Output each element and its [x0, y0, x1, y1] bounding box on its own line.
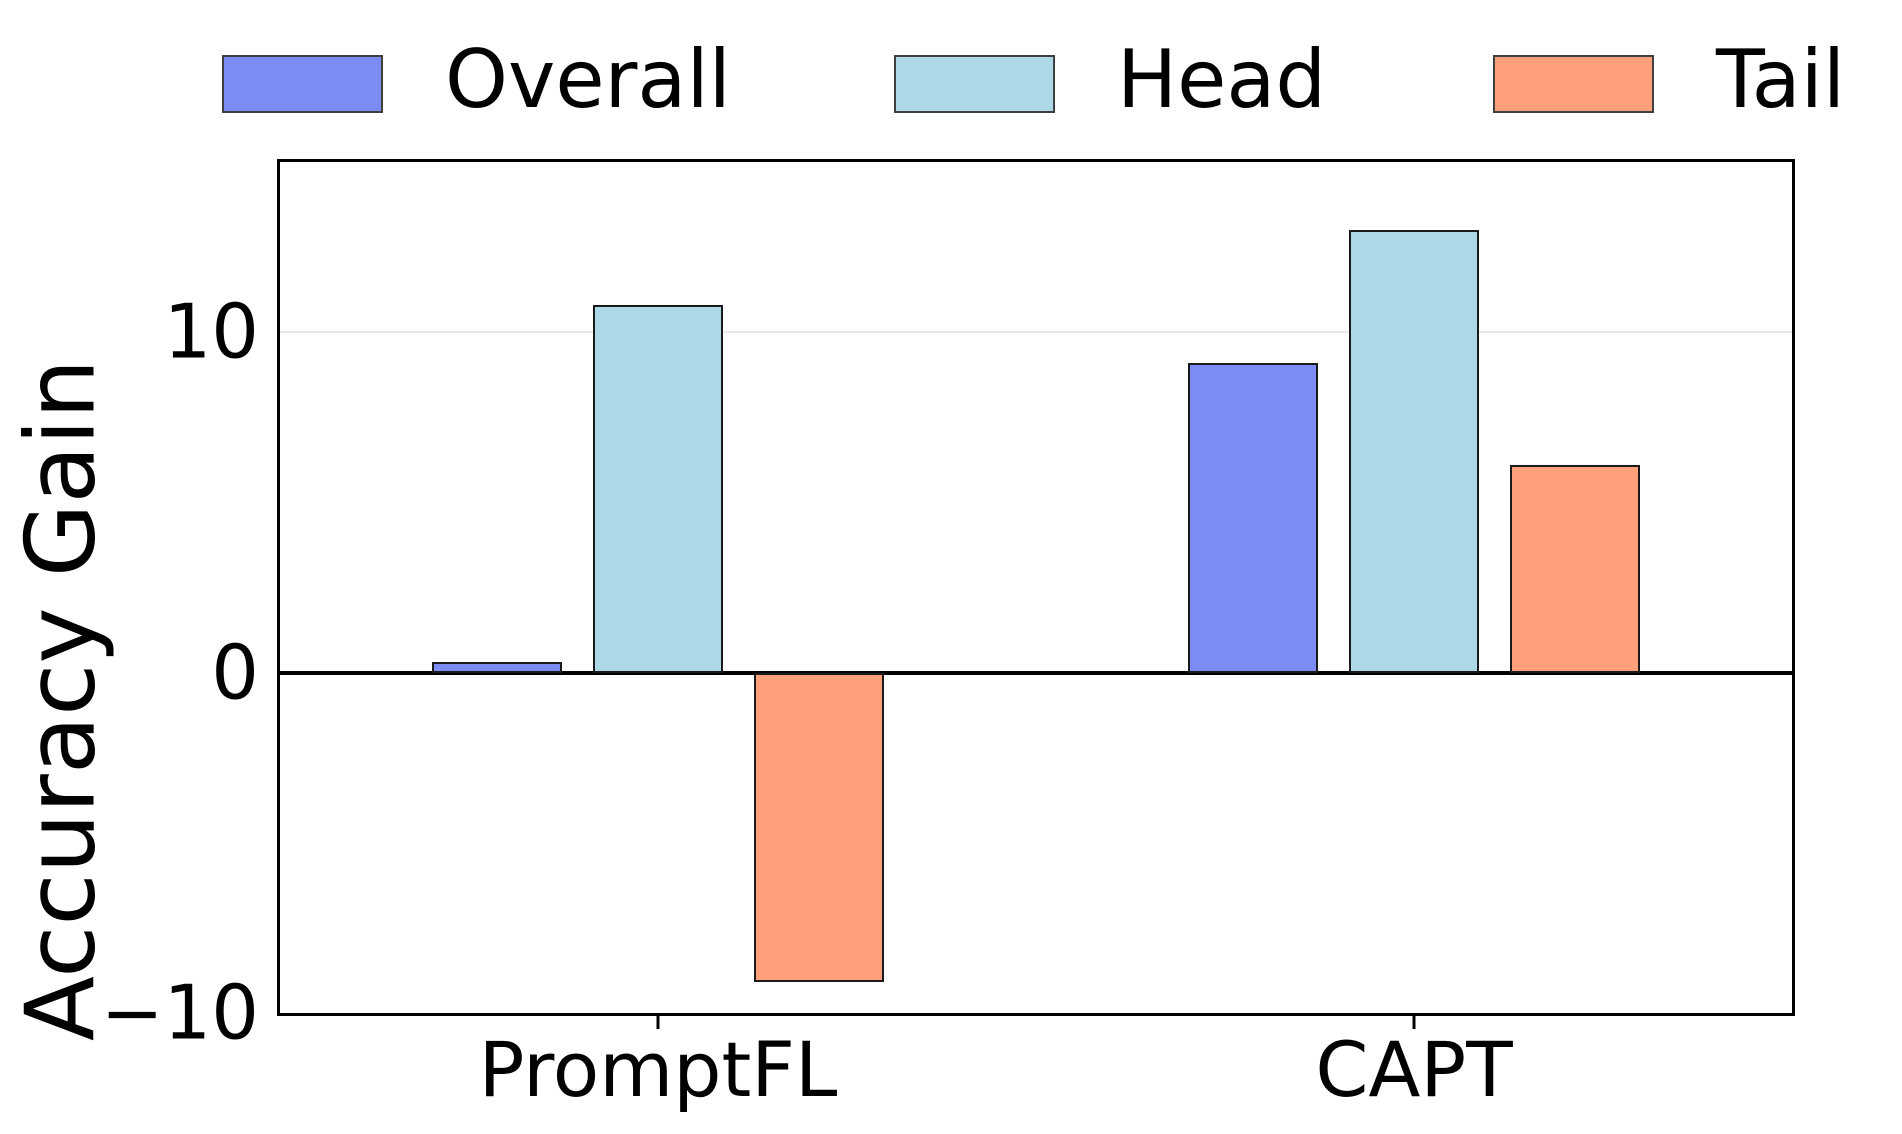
bar-capt-head	[1349, 230, 1479, 673]
bar-promptfl-head	[593, 304, 723, 673]
bar-promptfl-overall	[432, 662, 562, 673]
xtick-mark-capt	[1412, 1016, 1416, 1029]
xtick-mark-promptfl	[656, 1016, 660, 1029]
zero-line	[280, 670, 1792, 675]
legend-item-head: Head	[894, 40, 1326, 120]
xtick-label-capt: CAPT	[1315, 1025, 1513, 1114]
bar-capt-tail	[1510, 464, 1640, 673]
bar-promptfl-tail	[754, 672, 884, 983]
bar-capt-overall	[1188, 362, 1318, 673]
gridline-y10	[280, 331, 1792, 334]
legend-label-head: Head	[1117, 33, 1327, 126]
ytick-label-10: 10	[163, 287, 259, 376]
legend-item-overall: Overall	[222, 40, 731, 120]
legend-swatch-head	[894, 55, 1055, 113]
ytick-label--10: −10	[100, 968, 259, 1057]
legend-label-tail: Tail	[1716, 33, 1846, 126]
xtick-label-promptfl: PromptFL	[478, 1025, 838, 1114]
y-axis-label: Accuracy Gain	[6, 358, 117, 1042]
legend-swatch-tail	[1493, 55, 1654, 113]
legend-item-tail: Tail	[1493, 40, 1845, 120]
plot-area	[277, 159, 1795, 1016]
ytick-label-0: 0	[211, 628, 259, 717]
legend-swatch-overall	[222, 55, 383, 113]
legend-label-overall: Overall	[445, 33, 731, 126]
